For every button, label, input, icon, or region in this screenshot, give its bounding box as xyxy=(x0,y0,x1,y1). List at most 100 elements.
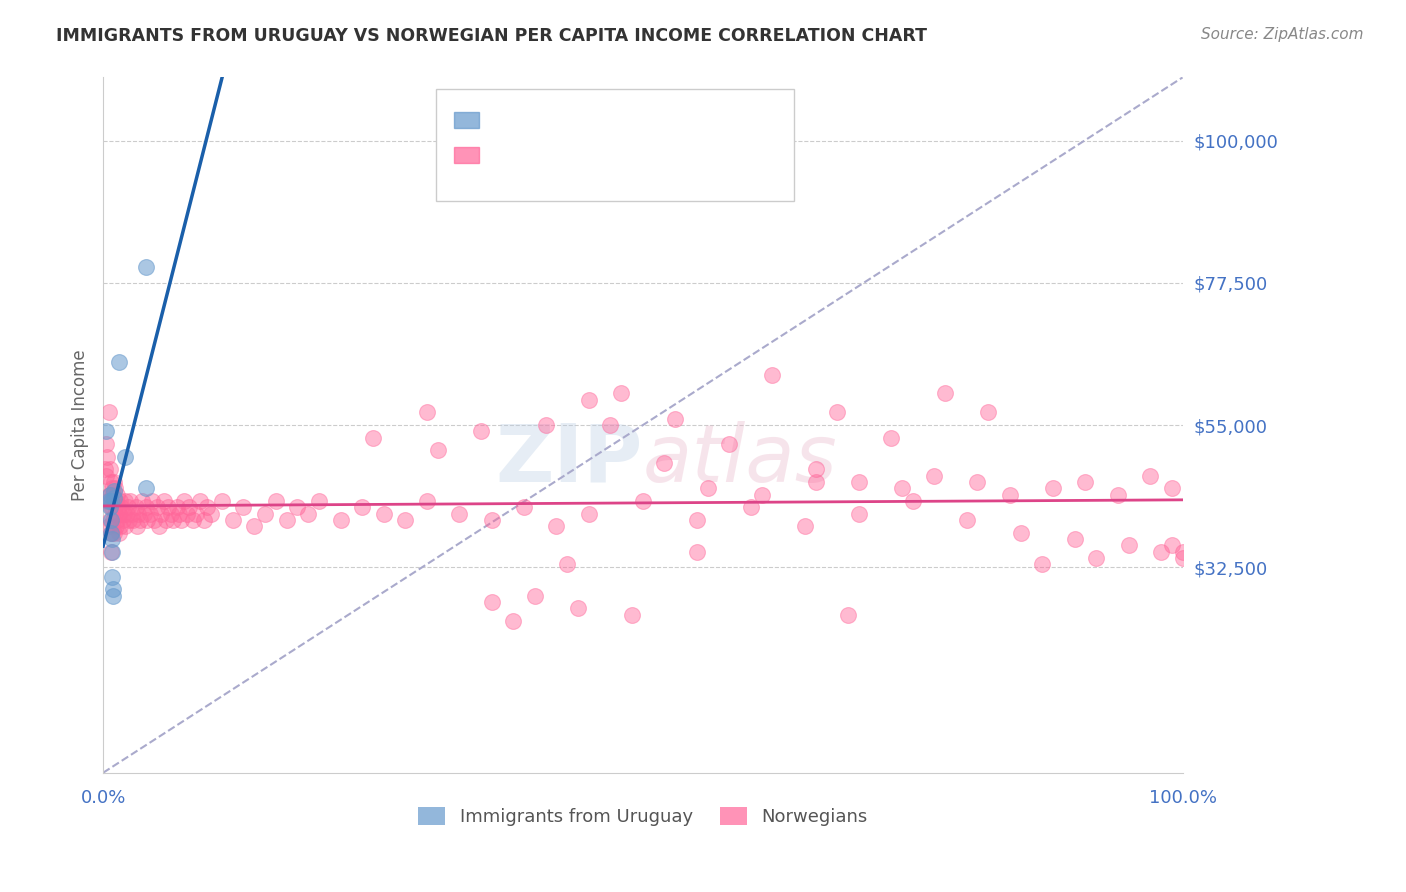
Point xyxy=(105,519,128,533)
Point xyxy=(100,544,122,558)
Point xyxy=(664,411,686,425)
Text: R =: R = xyxy=(489,145,520,162)
Point xyxy=(200,507,222,521)
Point xyxy=(98,500,121,515)
Point xyxy=(170,513,193,527)
Point xyxy=(98,462,121,476)
Point xyxy=(100,500,122,515)
Text: 151: 151 xyxy=(654,145,689,162)
Point xyxy=(287,500,309,515)
Point xyxy=(142,513,165,527)
Point xyxy=(101,513,124,527)
Point xyxy=(97,405,120,419)
Point xyxy=(394,513,416,527)
Point xyxy=(101,488,124,502)
Point xyxy=(100,513,122,527)
Point xyxy=(100,544,122,558)
Point xyxy=(141,494,163,508)
Text: -0.325: -0.325 xyxy=(538,145,598,162)
Point xyxy=(100,500,122,515)
Point xyxy=(152,494,174,508)
Point xyxy=(103,494,125,508)
Point xyxy=(110,519,132,533)
Point xyxy=(125,519,148,533)
Point xyxy=(610,386,633,401)
Point xyxy=(502,614,524,628)
Point xyxy=(1010,525,1032,540)
Point xyxy=(108,525,131,540)
Point xyxy=(956,513,979,527)
Point xyxy=(195,500,218,515)
Point xyxy=(837,607,859,622)
Point xyxy=(173,494,195,508)
Point xyxy=(546,519,568,533)
Text: Source: ZipAtlas.com: Source: ZipAtlas.com xyxy=(1201,27,1364,42)
Point xyxy=(96,468,118,483)
Point xyxy=(97,488,120,502)
Point xyxy=(232,500,254,515)
Point xyxy=(890,481,912,495)
Point xyxy=(155,513,177,527)
Point xyxy=(966,475,988,489)
Point xyxy=(110,500,132,515)
Point xyxy=(922,468,945,483)
Point xyxy=(934,386,956,401)
Text: IMMIGRANTS FROM URUGUAY VS NORWEGIAN PER CAPITA INCOME CORRELATION CHART: IMMIGRANTS FROM URUGUAY VS NORWEGIAN PER… xyxy=(56,27,927,45)
Point xyxy=(254,507,277,521)
Point xyxy=(804,462,827,476)
Point xyxy=(136,513,159,527)
Point xyxy=(1074,475,1097,489)
Point xyxy=(751,488,773,502)
Point xyxy=(103,491,125,505)
Point xyxy=(804,475,827,489)
Point xyxy=(148,519,170,533)
Point xyxy=(243,519,266,533)
Point xyxy=(181,513,204,527)
Point xyxy=(105,513,128,527)
Point xyxy=(108,355,131,369)
Point xyxy=(361,431,384,445)
Point xyxy=(631,494,654,508)
Point xyxy=(998,488,1021,502)
Point xyxy=(135,260,157,274)
Point xyxy=(654,456,676,470)
Point xyxy=(105,488,128,502)
Point xyxy=(97,519,120,533)
Point xyxy=(103,525,125,540)
Point xyxy=(534,418,557,433)
Point xyxy=(621,607,644,622)
Point xyxy=(107,500,129,515)
Point xyxy=(100,525,122,540)
Point xyxy=(179,500,201,515)
Point xyxy=(211,494,233,508)
Legend: Immigrants from Uruguay, Norwegians: Immigrants from Uruguay, Norwegians xyxy=(411,799,875,833)
Point xyxy=(901,494,924,508)
Point xyxy=(104,481,127,495)
Point xyxy=(114,450,136,464)
Point xyxy=(578,392,600,407)
Point xyxy=(513,500,536,515)
Point xyxy=(112,507,135,521)
Point xyxy=(686,513,709,527)
Point xyxy=(977,405,1000,419)
Point xyxy=(162,513,184,527)
Point xyxy=(150,507,173,521)
Point xyxy=(146,500,169,515)
Point xyxy=(167,507,190,521)
Text: 0.534: 0.534 xyxy=(538,109,591,127)
Point xyxy=(101,589,124,603)
Point xyxy=(100,494,122,508)
Point xyxy=(100,570,122,584)
Point xyxy=(97,494,120,508)
Point xyxy=(426,443,449,458)
Point xyxy=(96,425,118,439)
Point xyxy=(264,494,287,508)
Point xyxy=(96,494,118,508)
Point xyxy=(103,484,125,499)
Point xyxy=(131,494,153,508)
Text: ZIP: ZIP xyxy=(495,421,643,499)
Text: N =: N = xyxy=(605,145,636,162)
Point xyxy=(128,513,150,527)
Point xyxy=(160,507,183,521)
Point xyxy=(108,507,131,521)
